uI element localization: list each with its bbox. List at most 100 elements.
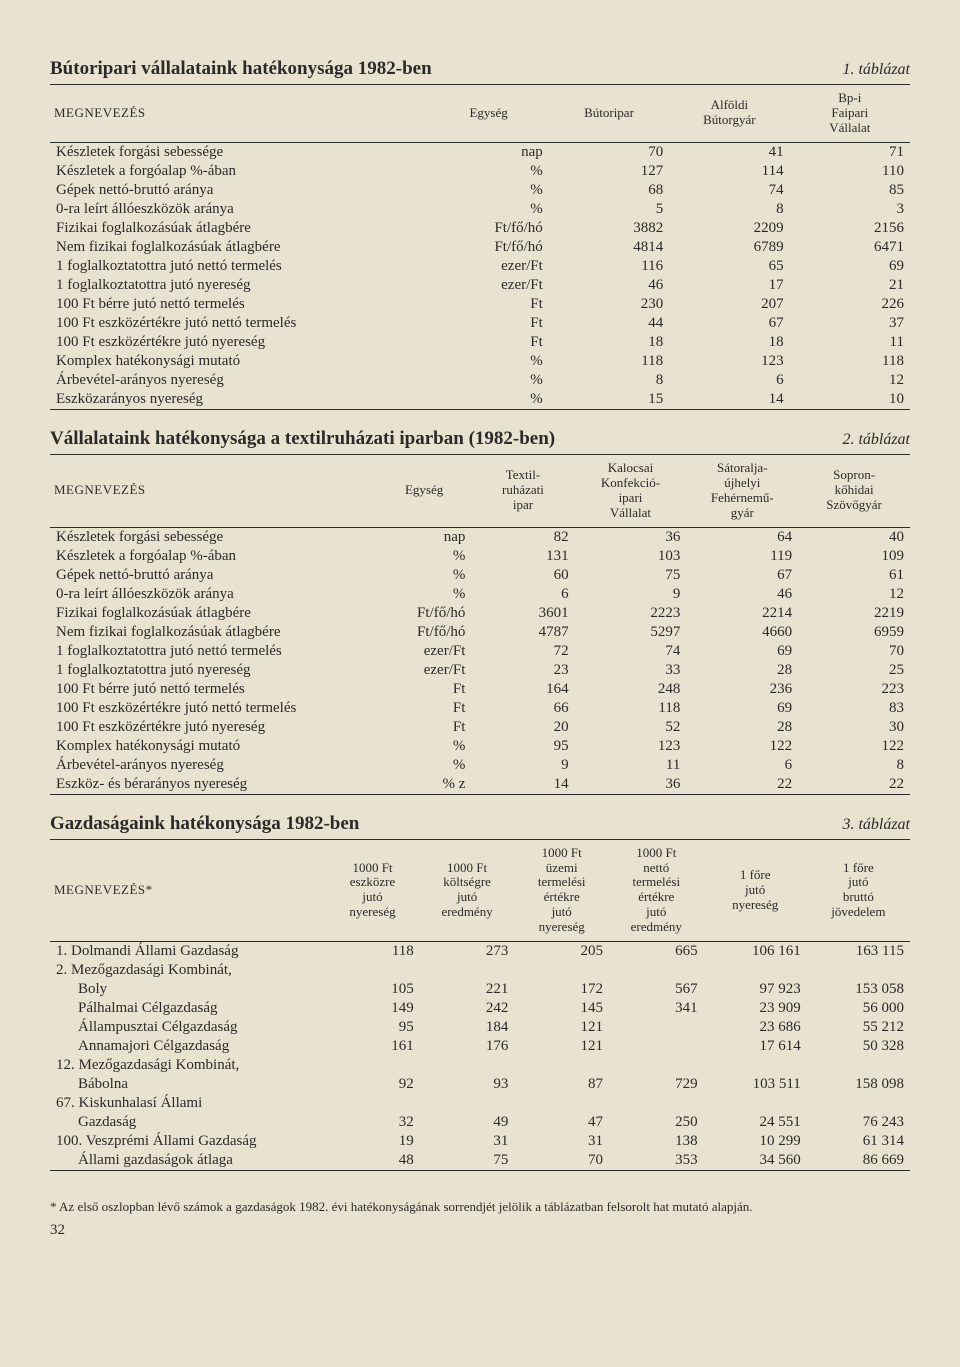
row-cell <box>420 961 515 980</box>
table2-label: 2. táblázat <box>842 431 910 449</box>
row-cell: 44 <box>549 314 669 333</box>
row-label: 100 Ft eszközértékre jutó nettó termelés <box>50 314 428 333</box>
row-cell: 109 <box>798 547 910 566</box>
row-cell: 69 <box>686 642 798 661</box>
table-row: Komplex hatékonysági mutató%95123122122 <box>50 737 910 756</box>
row-cell: 2219 <box>798 604 910 623</box>
row-cell: Ft/fő/hó <box>377 623 472 642</box>
table-row: Állami gazdaságok átlaga48757035334 5608… <box>50 1151 910 1171</box>
row-cell: 145 <box>514 999 609 1018</box>
row-cell: 106 161 <box>704 942 807 962</box>
row-cell: ezer/Ft <box>428 276 548 295</box>
table1-h1: Egység <box>428 85 548 143</box>
table-row: Fizikai foglalkozásúak átlagbéreFt/fő/hó… <box>50 219 910 238</box>
row-cell <box>514 1094 609 1113</box>
row-cell: 205 <box>514 942 609 962</box>
row-label: 67. Kiskunhalasí Állami <box>50 1094 325 1113</box>
row-cell: 95 <box>325 1018 420 1037</box>
row-label: Készletek forgási sebessége <box>50 142 428 162</box>
row-cell: Ft <box>428 333 548 352</box>
row-cell: 3601 <box>471 604 574 623</box>
row-cell: ezer/Ft <box>377 661 472 680</box>
table1-label: 1. táblázat <box>842 61 910 79</box>
row-cell: 70 <box>514 1151 609 1171</box>
table-row: Készletek forgási sebességenap704171 <box>50 142 910 162</box>
row-cell: 6 <box>471 585 574 604</box>
row-cell: 23 <box>471 661 574 680</box>
row-cell: Ft/fő/hó <box>428 219 548 238</box>
row-cell <box>514 1056 609 1075</box>
row-cell: 3 <box>790 200 910 219</box>
row-cell: 40 <box>798 527 910 547</box>
row-cell: 31 <box>420 1132 515 1151</box>
table2-h4: Sátoralja- újhelyi Fehérnemű- gyár <box>686 454 798 527</box>
table2: MEGNEVEZÉS Egység Textil- ruházati ipar … <box>50 454 910 795</box>
row-cell: 66 <box>471 699 574 718</box>
row-cell: 184 <box>420 1018 515 1037</box>
row-cell: 123 <box>669 352 789 371</box>
row-cell: 2223 <box>575 604 687 623</box>
row-cell: % <box>428 390 548 410</box>
row-cell: 46 <box>549 276 669 295</box>
row-cell: 119 <box>686 547 798 566</box>
row-cell: 12 <box>798 585 910 604</box>
table3-h5: 1 főre jutó nyereség <box>704 839 807 942</box>
table-row: 1. Dolmandi Állami Gazdaság1182732056651… <box>50 942 910 962</box>
row-cell: 36 <box>575 527 687 547</box>
row-cell: Ft/fő/hó <box>377 604 472 623</box>
row-cell <box>420 1056 515 1075</box>
row-cell: 10 299 <box>704 1132 807 1151</box>
row-cell: 97 923 <box>704 980 807 999</box>
row-cell: 122 <box>686 737 798 756</box>
table-row: 100 Ft bérre jutó nettó termelésFt164248… <box>50 680 910 699</box>
table3-h2: 1000 Ft költségre jutó eredmény <box>420 839 515 942</box>
table3-title-row: Gazdaságaink hatékonysága 1982-ben 3. tá… <box>50 813 910 835</box>
row-cell: 127 <box>549 162 669 181</box>
table1-h2: Bútoripar <box>549 85 669 143</box>
table-row: 100 Ft eszközértékre jutó nettó termelés… <box>50 699 910 718</box>
row-cell: 20 <box>471 718 574 737</box>
row-cell: 18 <box>669 333 789 352</box>
row-cell: 153 058 <box>807 980 910 999</box>
row-label: 0-ra leírt állóeszközök aránya <box>50 585 377 604</box>
row-cell: 37 <box>790 314 910 333</box>
row-cell: % <box>377 547 472 566</box>
row-label: Komplex hatékonysági mutató <box>50 352 428 371</box>
row-cell <box>325 1094 420 1113</box>
row-cell: 230 <box>549 295 669 314</box>
table-row: Nem fizikai foglalkozásúak átlagbéreFt/f… <box>50 238 910 257</box>
row-cell: % <box>428 181 548 200</box>
row-label: 2. Mezőgazdasági Kombinát, <box>50 961 325 980</box>
row-label: 1 foglalkoztatottra jutó nettó termelés <box>50 257 428 276</box>
row-cell: 75 <box>420 1151 515 1171</box>
row-cell: 61 314 <box>807 1132 910 1151</box>
row-cell <box>704 1056 807 1075</box>
row-label: 100 Ft bérre jutó nettó termelés <box>50 295 428 314</box>
row-cell: 25 <box>798 661 910 680</box>
row-cell: 4660 <box>686 623 798 642</box>
row-cell: 95 <box>471 737 574 756</box>
row-cell: 2209 <box>669 219 789 238</box>
table-row: 0-ra leírt állóeszközök aránya%583 <box>50 200 910 219</box>
table-row: Gépek nettó-bruttó aránya%687485 <box>50 181 910 200</box>
row-cell: 8 <box>669 200 789 219</box>
table2-h1: Egység <box>377 454 472 527</box>
row-cell: 36 <box>575 775 687 795</box>
row-cell: Ft <box>377 680 472 699</box>
table3-h3: 1000 Ft üzemi termelési értékre jutó nye… <box>514 839 609 942</box>
row-cell: 158 098 <box>807 1075 910 1094</box>
row-cell <box>609 1018 704 1037</box>
row-cell: 67 <box>686 566 798 585</box>
row-cell: 85 <box>790 181 910 200</box>
row-cell: 138 <box>609 1132 704 1151</box>
table-row: Készletek a forgóalap %-ában%13110311910… <box>50 547 910 566</box>
row-cell: 47 <box>514 1113 609 1132</box>
table3-h0: MEGNEVEZÉS* <box>50 839 325 942</box>
row-label: 1 foglalkoztatottra jutó nyereség <box>50 661 377 680</box>
row-cell: 103 511 <box>704 1075 807 1094</box>
row-cell: 87 <box>514 1075 609 1094</box>
table-row: 0-ra leírt állóeszközök aránya%694612 <box>50 585 910 604</box>
row-label: Nem fizikai foglalkozásúak átlagbére <box>50 623 377 642</box>
row-cell: 92 <box>325 1075 420 1094</box>
row-cell: 118 <box>575 699 687 718</box>
